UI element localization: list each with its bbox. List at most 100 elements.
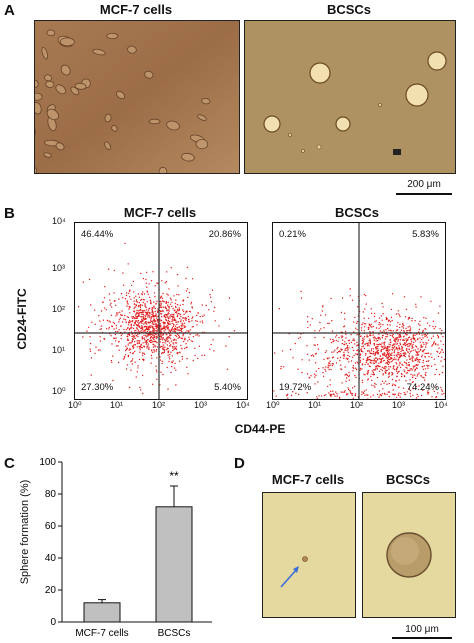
event-dot [156,320,159,322]
event-dot [145,278,147,281]
event-dot [320,328,322,330]
event-dot [384,345,386,347]
event-dot [190,303,192,305]
event-dot [108,328,110,330]
event-dot [431,345,433,347]
event-dot [353,339,355,342]
event-dot [154,296,156,298]
panel-d-letter: D [234,455,245,472]
event-dot [176,293,178,296]
event-dot [153,335,156,337]
event-dot [208,309,210,311]
event-dot [403,354,406,356]
event-dot [383,342,385,344]
event-dot [148,328,150,330]
event-dot [154,320,157,322]
event-dot [131,363,133,365]
event-dot [406,334,408,336]
event-dot [168,307,171,309]
event-dot [273,390,275,392]
event-dot [422,337,424,339]
event-dot [150,320,153,323]
event-dot [139,340,141,342]
event-dot [341,297,344,299]
event-dot [152,316,154,318]
event-dot [176,329,178,331]
event-dot [126,364,129,366]
event-dot [228,297,231,299]
event-dot [147,309,150,311]
event-dot [163,321,165,324]
event-dot [164,348,166,351]
event-dot [137,340,139,342]
event-dot [132,327,135,330]
event-dot [376,339,379,342]
event-dot [361,323,363,326]
event-dot [317,381,319,383]
event-dot [160,338,162,340]
event-dot [138,345,140,348]
event-dot [229,318,231,320]
event-dot [419,358,421,361]
event-dot [377,353,379,355]
event-dot [415,303,417,305]
event-dot [339,356,342,359]
event-dot [368,339,370,342]
event-dot [370,348,373,350]
event-dot [194,354,196,357]
y-tick-label: 10² [52,304,66,314]
bcsc-upper-left-pct: 0.21% [279,229,306,240]
event-dot [391,371,393,374]
event-dot [378,396,380,398]
event-dot [397,366,399,368]
event-dot [379,358,382,360]
event-dot [292,391,294,393]
event-dot [352,356,354,358]
event-dot [103,297,106,299]
panel-b-x-axis-label: CD44-PE [234,422,286,436]
event-dot [172,313,175,316]
event-dot [431,396,433,398]
event-dot [136,309,138,312]
event-dot [176,327,179,329]
event-dot [142,358,144,360]
event-dot [151,309,154,312]
event-dot [426,342,428,344]
event-dot [332,363,335,365]
event-dot [152,307,154,309]
event-dot [388,362,391,364]
mcf7-micrograph [34,20,240,174]
event-dot [375,338,377,340]
event-dot [150,317,152,320]
event-dot [162,306,165,308]
event-dot [307,321,309,323]
event-dot [381,380,384,382]
event-dot [298,337,300,340]
event-dot [196,314,198,317]
event-dot [175,342,178,344]
event-dot [143,337,146,339]
event-dot [406,391,408,393]
event-dot [121,314,124,316]
event-dot [140,321,142,323]
event-dot [399,355,401,357]
event-dot [337,357,339,359]
event-dot [437,392,439,394]
event-dot [140,345,142,347]
event-dot [117,330,119,333]
event-dot [102,301,104,304]
event-dot [390,361,392,363]
event-dot [135,300,138,302]
event-dot [375,360,377,362]
event-dot [380,360,383,362]
event-dot [380,326,382,328]
event-dot [171,355,173,357]
event-dot [427,383,429,385]
event-dot [160,306,162,308]
event-dot [150,319,152,321]
event-dot [156,335,158,337]
event-dot [177,321,180,323]
event-dot [359,369,361,371]
event-dot [357,353,359,355]
event-dot [368,342,370,344]
